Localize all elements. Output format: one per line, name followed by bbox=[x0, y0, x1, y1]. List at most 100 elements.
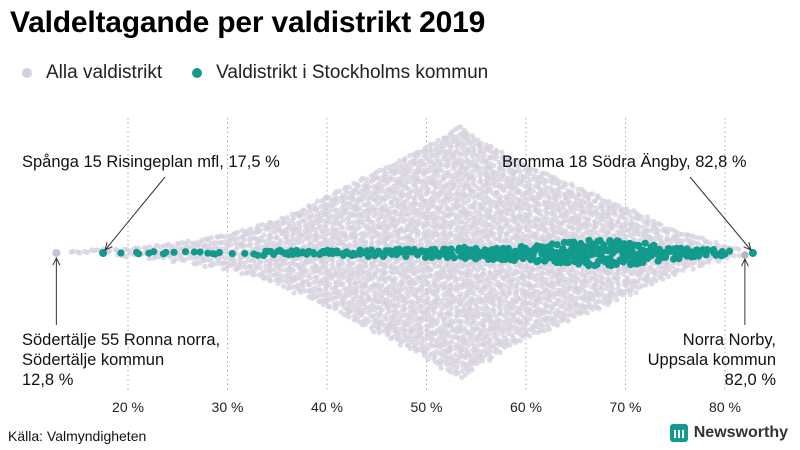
all-district-point bbox=[508, 285, 514, 291]
all-district-point bbox=[380, 213, 386, 220]
all-district-point bbox=[551, 202, 557, 208]
all-district-point bbox=[301, 217, 308, 224]
all-district-point bbox=[716, 258, 722, 264]
all-district-point bbox=[547, 309, 554, 315]
all-district-point bbox=[434, 318, 441, 324]
all-district-point bbox=[382, 203, 389, 209]
all-district-point bbox=[514, 284, 520, 290]
all-district-point bbox=[412, 343, 418, 349]
all-district-point bbox=[438, 191, 444, 197]
all-district-point bbox=[435, 152, 441, 158]
all-district-point bbox=[428, 141, 434, 147]
all-district-point bbox=[360, 213, 366, 219]
all-district-point bbox=[479, 289, 485, 296]
stockholm-district-point bbox=[241, 249, 249, 258]
all-district-point bbox=[482, 327, 488, 333]
all-district-point bbox=[438, 365, 444, 371]
stockholm-district-point bbox=[181, 248, 190, 256]
all-district-point bbox=[537, 211, 543, 217]
all-district-point bbox=[504, 315, 510, 322]
all-district-point bbox=[481, 271, 487, 277]
tick-label-70: 70 % bbox=[610, 399, 642, 415]
stockholm-district-point bbox=[641, 239, 649, 247]
all-district-point bbox=[586, 196, 592, 202]
all-district-point bbox=[366, 287, 373, 293]
all-district-point bbox=[432, 353, 438, 359]
stockholm-district-point bbox=[170, 248, 178, 256]
all-district-point bbox=[499, 149, 505, 155]
all-district-point bbox=[553, 197, 559, 204]
all-district-point bbox=[612, 223, 619, 229]
stockholm-district-point bbox=[228, 250, 236, 258]
all-district-point bbox=[340, 217, 346, 223]
all-district-point bbox=[541, 328, 548, 334]
all-district-point bbox=[592, 281, 599, 287]
all-district-point bbox=[563, 289, 570, 295]
all-district-point bbox=[434, 302, 441, 309]
all-district-point bbox=[490, 224, 497, 230]
all-district-point bbox=[146, 256, 153, 262]
all-district-point bbox=[389, 199, 395, 205]
all-district-point bbox=[407, 165, 414, 171]
all-district-point bbox=[271, 224, 278, 231]
all-district-point bbox=[669, 237, 675, 244]
all-district-point bbox=[356, 183, 362, 189]
all-district-point bbox=[383, 165, 389, 171]
all-district-point bbox=[399, 282, 406, 288]
all-district-point bbox=[464, 348, 471, 355]
all-district-point bbox=[421, 352, 428, 359]
all-district-point bbox=[672, 271, 678, 278]
all-district-point bbox=[504, 337, 510, 344]
legend: Alla valdistrikt Valdistrikt i Stockholm… bbox=[22, 62, 518, 84]
all-district-point bbox=[500, 287, 506, 294]
all-district-point bbox=[615, 218, 621, 225]
all-district-point bbox=[497, 323, 503, 329]
all-district-point bbox=[487, 263, 493, 269]
all-district-point bbox=[459, 229, 465, 235]
all-district-point bbox=[494, 154, 500, 160]
all-district-point bbox=[329, 258, 336, 264]
all-district-point bbox=[428, 272, 434, 279]
all-district-point bbox=[369, 265, 375, 271]
all-district-point bbox=[425, 289, 431, 295]
all-district-point bbox=[537, 195, 543, 201]
all-district-point bbox=[589, 212, 595, 218]
all-district-point bbox=[665, 273, 671, 280]
all-district-point bbox=[376, 231, 382, 237]
all-district-point bbox=[448, 281, 454, 288]
all-district-point bbox=[544, 215, 550, 221]
all-district-point bbox=[494, 205, 501, 211]
legend-item-stockholm: Valdistrikt i Stockholms kommun bbox=[192, 62, 488, 84]
all-district-point bbox=[580, 234, 587, 241]
all-district-point bbox=[387, 308, 393, 314]
all-district-point bbox=[736, 253, 742, 259]
annotation-max-all-line3: 82,0 % bbox=[724, 371, 776, 389]
all-district-point bbox=[490, 297, 497, 303]
all-district-point bbox=[247, 241, 254, 248]
all-district-point bbox=[570, 225, 576, 232]
all-district-point bbox=[366, 184, 373, 190]
all-district-point bbox=[628, 286, 634, 293]
all-district-point bbox=[528, 311, 534, 318]
all-district-point bbox=[471, 281, 477, 287]
all-district-point bbox=[475, 336, 482, 342]
all-district-point bbox=[523, 327, 530, 333]
all-district-point bbox=[257, 265, 263, 271]
all-district-point bbox=[394, 265, 400, 271]
arrow-bromma bbox=[689, 176, 752, 251]
all-district-point bbox=[311, 288, 317, 295]
all-district-point bbox=[353, 289, 359, 295]
all-district-point bbox=[690, 266, 696, 272]
all-district-point bbox=[336, 293, 343, 299]
all-district-point bbox=[701, 259, 708, 265]
all-district-point bbox=[510, 208, 516, 215]
all-district-point bbox=[431, 309, 437, 316]
all-district-point bbox=[459, 233, 465, 239]
all-district-point bbox=[300, 283, 306, 290]
all-district-point bbox=[468, 352, 474, 358]
all-district-point bbox=[393, 326, 399, 332]
all-district-point bbox=[291, 290, 297, 296]
all-district-point bbox=[379, 183, 385, 190]
all-district-point bbox=[487, 155, 494, 161]
all-district-point bbox=[550, 232, 557, 239]
